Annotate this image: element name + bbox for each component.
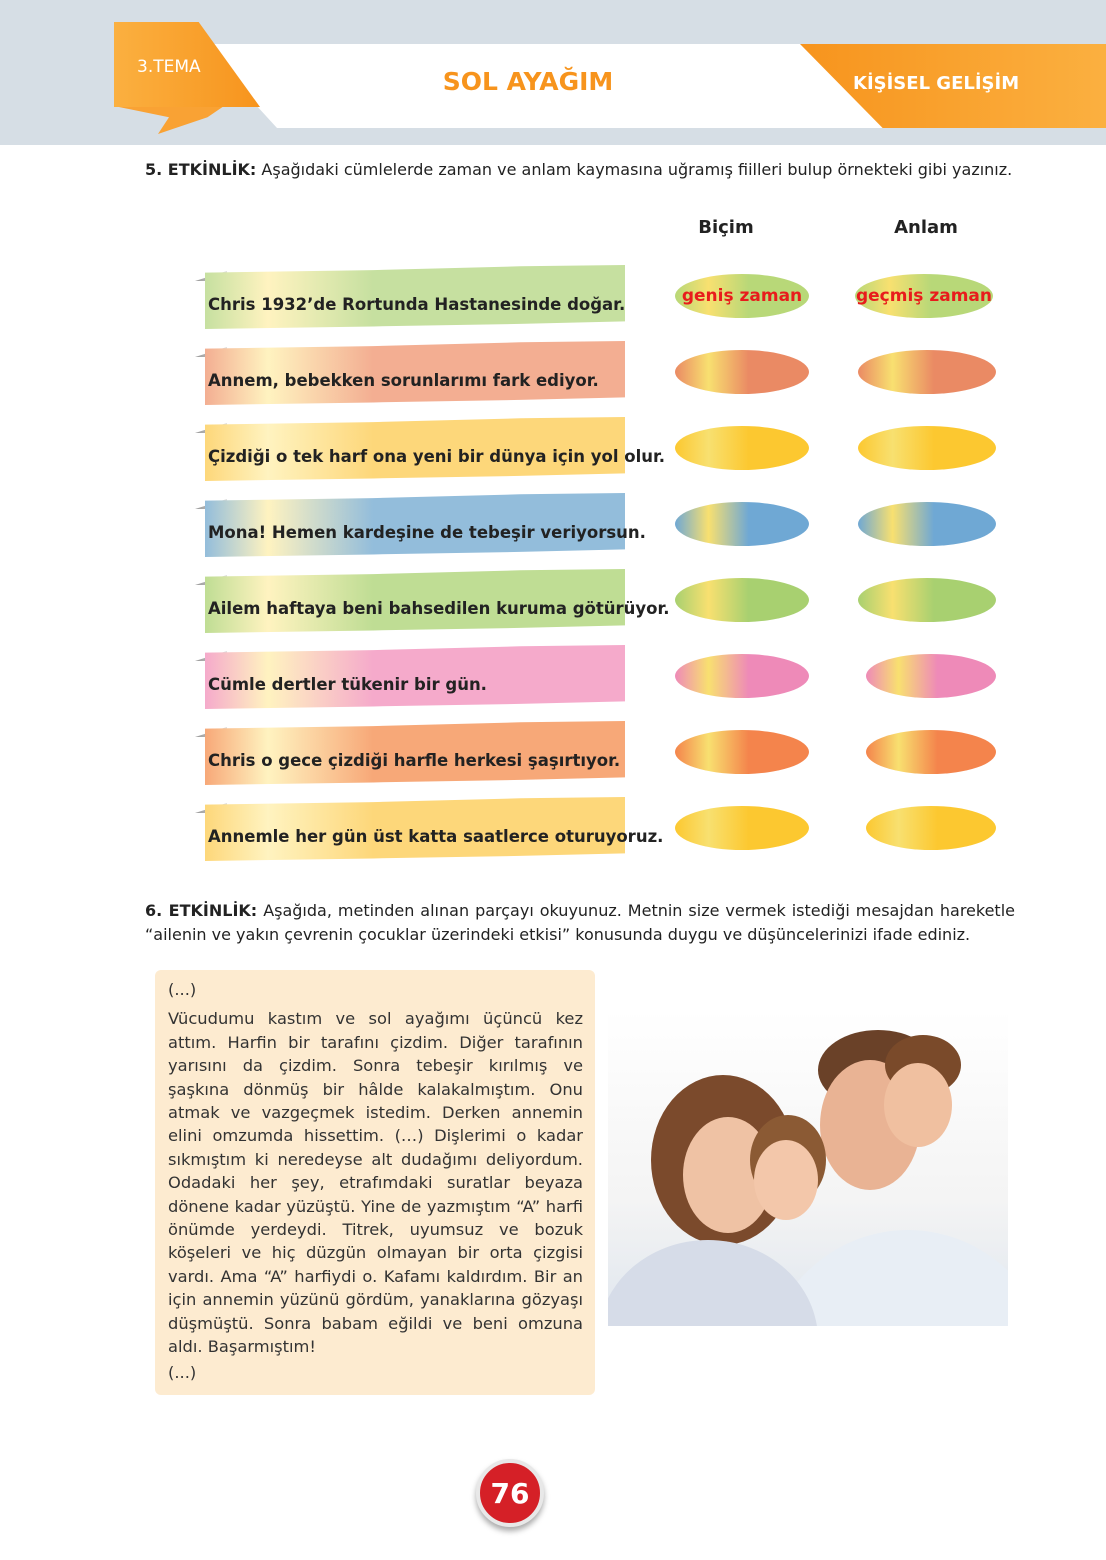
sentence-banner (205, 493, 625, 557)
form-answer-oval[interactable] (675, 502, 809, 546)
activity5-label: 5. ETKİNLİK: (145, 160, 257, 179)
header-title-band (200, 44, 900, 128)
sentence-text: Cümle dertler tükenir bir gün. (208, 675, 487, 694)
passage-text: Vücudumu kastım ve sol ayağımı üçüncü ke… (168, 1009, 583, 1357)
sentence-text: Annem, bebekken sorunlarımı fark ediyor. (208, 371, 599, 390)
meaning-answer-oval[interactable] (866, 806, 996, 850)
section-label: KİŞİSEL GELİŞİM (853, 73, 1020, 94)
meaning-answer-oval[interactable] (858, 578, 996, 622)
family-photo (608, 1010, 1008, 1326)
form-answer-oval[interactable] (675, 654, 809, 698)
sentence-text: Chris 1932’de Rortunda Hastanesinde doğa… (208, 295, 626, 314)
form-answer-oval[interactable] (675, 426, 809, 470)
sentence-text: Annemle her gün üst katta saatlerce otur… (208, 827, 664, 846)
meaning-answer-oval[interactable] (858, 502, 996, 546)
meaning-answer-oval[interactable] (858, 350, 996, 394)
passage-ellipsis-end: (...) (168, 1362, 197, 1382)
form-answer-oval[interactable] (675, 806, 809, 850)
meaning-answer-oval[interactable] (866, 730, 996, 774)
activity6-label: 6. ETKİNLİK: (145, 901, 258, 920)
sentence-banner (205, 645, 625, 709)
passage-ellipsis-start: (...) (168, 980, 197, 999)
form-answer-oval[interactable] (675, 578, 809, 622)
form-answer-oval[interactable]: geniş zaman (675, 274, 809, 318)
meaning-answer-oval[interactable] (866, 654, 996, 698)
column-header-form: Biçim (698, 217, 754, 238)
sentence-banner (205, 417, 625, 481)
sentence-banner (205, 797, 625, 861)
activity5-text: Aşağıdaki cümlelerde zaman ve anlam kaym… (261, 160, 1013, 179)
passage-box: (...) Vücudumu kastım ve sol ayağımı üçü… (155, 970, 595, 1395)
activity6-text: Aşağıda, metinden alınan parçayı okuyunu… (145, 901, 1015, 944)
activity6-instruction: 6. ETKİNLİK: Aşağıda, metinden alınan pa… (145, 899, 1015, 947)
activity5-instruction: 5. ETKİNLİK: Aşağıdaki cümlelerde zaman … (145, 158, 1015, 182)
sentence-text: Çizdiği o tek harf ona yeni bir dünya iç… (208, 447, 666, 466)
page-title: SOL AYAĞIM (442, 67, 614, 96)
sentence-text: Chris o gece çizdiği harfle herkesi şaşı… (208, 751, 621, 770)
meaning-answer-oval[interactable] (858, 426, 996, 470)
page-number: 76 (476, 1459, 544, 1527)
sentence-banner (205, 341, 625, 405)
sentence-banner (205, 265, 625, 329)
form-answer-oval[interactable] (675, 350, 809, 394)
sentence-banner (205, 569, 625, 633)
theme-label: 3.TEMA (137, 57, 201, 77)
sentence-text: Mona! Hemen kardeşine de tebeşir veriyor… (208, 523, 646, 542)
form-answer-oval[interactable] (675, 730, 809, 774)
sentence-text: Ailem haftaya beni bahsedilen kuruma göt… (208, 599, 670, 618)
meaning-answer-oval[interactable]: geçmiş zaman (855, 274, 993, 318)
sentence-banner (205, 721, 625, 785)
column-header-meaning: Anlam (894, 217, 958, 238)
